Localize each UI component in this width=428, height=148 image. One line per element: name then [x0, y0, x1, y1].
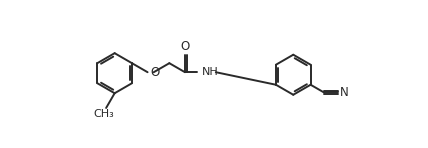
Text: N: N: [340, 86, 349, 99]
Text: CH₃: CH₃: [93, 109, 114, 119]
Text: NH: NH: [202, 67, 219, 77]
Text: O: O: [180, 40, 190, 53]
Text: O: O: [151, 66, 160, 79]
